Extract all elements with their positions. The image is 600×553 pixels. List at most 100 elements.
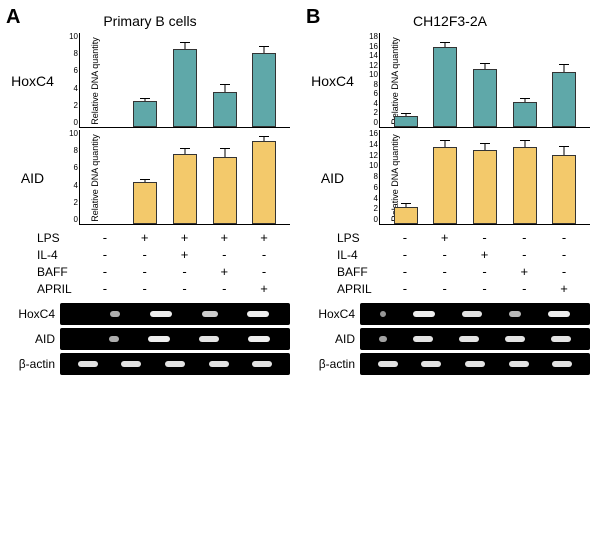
error-cap [220,84,230,85]
error-cap [559,64,569,65]
treatment-cell: + [172,230,196,245]
aid-chart-a: 0246810 [79,130,290,225]
gel-band [121,361,141,367]
treatment-label: APRIL [337,282,379,296]
treatment-cell: - [512,230,536,245]
panel-b-label: B [306,6,320,29]
error-cap [140,179,150,180]
bar [213,92,237,127]
gel-band [252,361,272,367]
treatment-cell: - [252,247,276,262]
treatment-cell: - [552,230,576,245]
gel-band [199,336,219,342]
gel-band [552,361,572,367]
y-tick: 10 [358,71,378,79]
panel-b-title: CH12F3-2A [310,13,590,29]
hoxc4-chart-b: 024681012141618 [379,33,590,128]
hoxc4-chart-container-b: Relative DNA quantity 024681012141618 [355,33,590,128]
y-ticks: 0246810121416 [358,130,378,224]
hoxc4-chart-row-a: HoxC4 Relative DNA quantity 0246810 [10,33,290,128]
gel-band [459,336,479,342]
treatment-cell: - [133,264,157,279]
treatment-cell: + [133,230,157,245]
gel-label: β-actin [310,357,360,371]
y-tick: 8 [58,147,78,155]
y-tick: 4 [358,195,378,203]
error-bar [184,149,185,154]
error-bar [405,204,406,206]
error-bar [564,147,565,155]
gel-image [60,303,290,325]
bar-fill [433,147,457,224]
y-ticks: 0246810 [58,33,78,127]
treatment-cell: - [93,264,117,279]
error-cap [401,203,411,204]
treatment-row: IL-4--+-- [79,246,290,263]
error-bar [445,43,446,47]
gel-band [505,336,525,342]
bar [473,150,497,224]
hoxc4-chart-container-a: Relative DNA quantity 0246810 [55,33,290,128]
error-cap [140,98,150,99]
error-bar [184,43,185,49]
error-bar [264,47,265,53]
gel-band [465,361,485,367]
y-tick: 0 [58,216,78,224]
treatment-cell: - [93,230,117,245]
gel-row: HoxC4 [310,303,590,325]
y-tick: 16 [358,43,378,51]
gel-band [148,336,170,342]
aid-chart-row-a: AID Relative DNA quantity 0246810 [10,130,290,225]
gel-band [551,336,571,342]
y-tick: 6 [58,164,78,172]
error-cap [401,113,411,114]
gel-band [379,336,387,342]
treatment-label: LPS [337,231,379,245]
treatment-cell: + [172,247,196,262]
bar-fill [473,69,497,127]
gel-label: HoxC4 [10,307,60,321]
bar [552,155,576,224]
bar-fill [394,116,418,127]
treatment-cells: ---+- [79,264,290,279]
bar-fill [513,102,537,127]
treatment-cell: - [393,230,417,245]
y-tick: 6 [358,184,378,192]
treatment-row: BAFF---+- [379,263,590,280]
error-cap [480,143,490,144]
error-bar [145,99,146,102]
gel-image [360,353,590,375]
y-tick: 2 [58,102,78,110]
gel-band [413,336,433,342]
bar [513,147,537,224]
bar [394,207,418,224]
gel-label: HoxC4 [310,307,360,321]
error-cap [180,148,190,149]
hoxc4-side-label-a: HoxC4 [10,73,55,89]
treatment-cell: - [472,230,496,245]
bar-fill [173,154,197,224]
bar [252,141,276,224]
bar-fill [513,147,537,224]
error-bar [524,99,525,102]
gel-image [360,303,590,325]
treatment-cell: - [512,281,536,296]
error-cap [440,42,450,43]
error-bar [484,64,485,69]
y-tick: 8 [358,81,378,89]
aid-chart-b: 0246810121416 [379,130,590,225]
bar [133,101,157,127]
bar-fill [394,207,418,224]
treatment-cell: + [212,230,236,245]
gel-band [110,311,120,317]
y-tick: 10 [58,33,78,41]
treatment-table-a: LPS-++++IL-4--+--BAFF---+-APRIL----+ [79,229,290,297]
bar-fill [133,182,157,224]
bar [433,47,457,127]
gel-band [150,311,172,317]
aid-chart-row-b: AID Relative DNA quantity 0246810121416 [310,130,590,225]
bar [473,69,497,127]
error-cap [440,140,450,141]
y-tick: 14 [358,141,378,149]
aid-chart-container-a: Relative DNA quantity 0246810 [55,130,290,225]
